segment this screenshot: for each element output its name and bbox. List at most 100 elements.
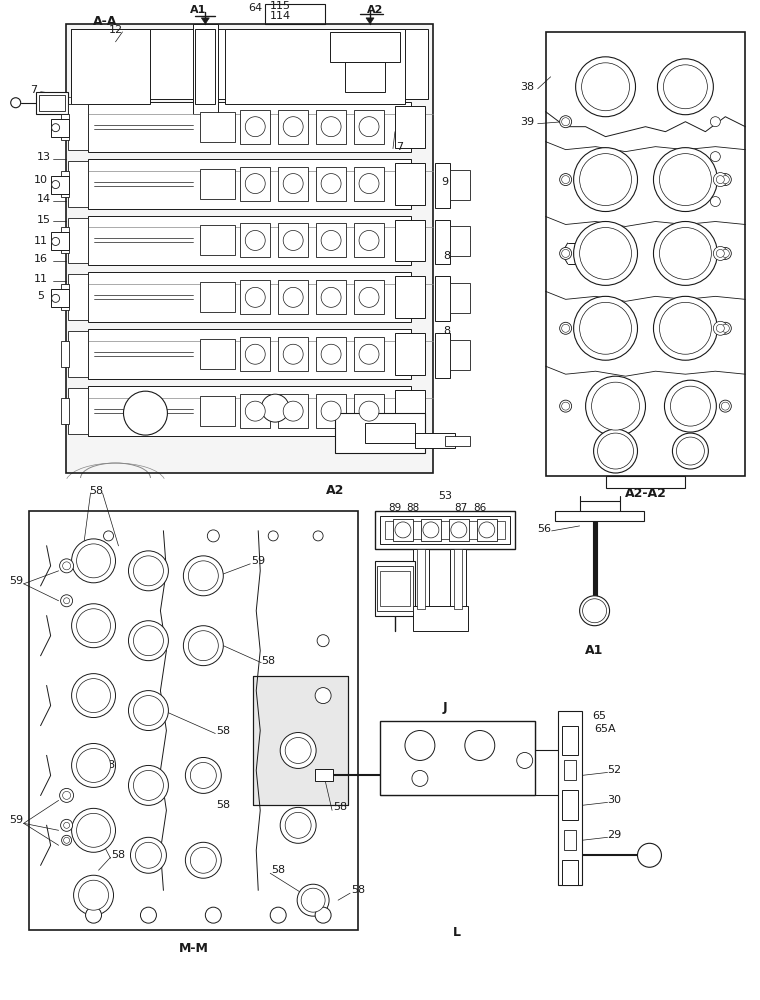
Bar xyxy=(435,276,450,321)
Bar xyxy=(68,161,87,207)
Circle shape xyxy=(71,539,116,583)
Bar xyxy=(87,159,411,209)
Circle shape xyxy=(62,835,71,845)
Bar xyxy=(240,337,271,371)
Bar xyxy=(354,337,384,371)
Bar xyxy=(435,220,450,264)
Text: 5: 5 xyxy=(37,291,44,301)
Bar xyxy=(450,340,470,370)
Bar xyxy=(393,519,413,541)
Bar xyxy=(87,386,411,436)
Circle shape xyxy=(283,230,303,250)
Text: 58: 58 xyxy=(90,486,103,496)
Circle shape xyxy=(141,907,157,923)
Bar xyxy=(354,167,384,201)
Circle shape xyxy=(183,626,223,666)
Bar xyxy=(68,274,87,320)
Bar xyxy=(68,218,87,263)
Bar xyxy=(477,519,497,541)
Bar xyxy=(61,171,68,197)
Bar xyxy=(377,566,413,611)
Bar xyxy=(316,337,346,371)
Bar xyxy=(240,223,271,257)
Circle shape xyxy=(405,731,435,760)
Bar xyxy=(51,232,68,250)
Bar xyxy=(265,4,325,24)
Text: 13: 13 xyxy=(36,152,51,162)
Bar xyxy=(278,110,308,144)
Bar xyxy=(413,549,429,609)
Bar xyxy=(375,561,415,616)
Text: 8: 8 xyxy=(443,326,451,336)
Circle shape xyxy=(574,148,638,212)
Circle shape xyxy=(71,674,116,718)
Circle shape xyxy=(580,227,632,279)
Bar xyxy=(87,272,411,322)
Circle shape xyxy=(183,556,223,596)
Bar xyxy=(61,114,68,140)
Text: L: L xyxy=(453,926,461,939)
Bar xyxy=(564,830,575,850)
Text: J: J xyxy=(442,701,447,714)
Bar xyxy=(278,280,308,314)
Text: 58: 58 xyxy=(112,850,125,860)
Circle shape xyxy=(11,98,21,108)
Circle shape xyxy=(580,302,632,354)
Bar xyxy=(354,110,384,144)
Circle shape xyxy=(580,154,632,206)
Circle shape xyxy=(359,344,379,364)
Circle shape xyxy=(77,813,110,847)
Circle shape xyxy=(670,386,711,426)
Circle shape xyxy=(562,176,570,184)
Circle shape xyxy=(123,391,167,435)
Circle shape xyxy=(268,531,278,541)
Text: A2: A2 xyxy=(367,5,383,15)
Text: 9: 9 xyxy=(442,177,448,187)
Text: 56: 56 xyxy=(537,524,552,534)
Circle shape xyxy=(580,596,610,626)
Text: 115: 115 xyxy=(270,1,290,11)
Circle shape xyxy=(188,631,218,661)
Circle shape xyxy=(591,382,639,430)
Text: 10: 10 xyxy=(33,175,48,185)
Bar xyxy=(454,549,462,609)
Bar xyxy=(278,167,308,201)
Bar xyxy=(68,104,87,150)
Circle shape xyxy=(562,324,570,332)
Circle shape xyxy=(64,822,70,828)
Text: 16: 16 xyxy=(33,254,48,264)
Circle shape xyxy=(359,117,379,137)
Text: 59: 59 xyxy=(10,815,24,825)
Text: 89: 89 xyxy=(388,503,401,513)
Bar xyxy=(87,102,411,152)
Bar xyxy=(365,423,415,443)
Bar xyxy=(68,331,87,377)
Circle shape xyxy=(660,227,711,279)
Bar xyxy=(415,433,454,448)
Circle shape xyxy=(283,174,303,194)
Text: 29: 29 xyxy=(607,830,622,840)
Circle shape xyxy=(52,181,59,189)
Bar xyxy=(316,223,346,257)
Circle shape xyxy=(638,843,661,867)
Circle shape xyxy=(52,124,59,132)
Circle shape xyxy=(597,433,634,469)
Circle shape xyxy=(245,401,265,421)
Circle shape xyxy=(128,765,169,805)
Circle shape xyxy=(721,176,730,184)
Text: 114: 114 xyxy=(270,11,291,21)
Bar xyxy=(71,29,428,99)
Bar xyxy=(380,721,535,795)
Circle shape xyxy=(714,246,727,260)
Bar xyxy=(413,606,468,631)
Circle shape xyxy=(575,57,635,117)
Circle shape xyxy=(283,344,303,364)
Circle shape xyxy=(245,287,265,307)
Text: A2: A2 xyxy=(326,484,344,497)
Text: 59: 59 xyxy=(10,576,24,586)
Bar xyxy=(562,790,578,820)
Circle shape xyxy=(280,733,316,768)
Bar xyxy=(354,280,384,314)
Circle shape xyxy=(720,174,731,186)
Text: 11: 11 xyxy=(33,274,48,284)
